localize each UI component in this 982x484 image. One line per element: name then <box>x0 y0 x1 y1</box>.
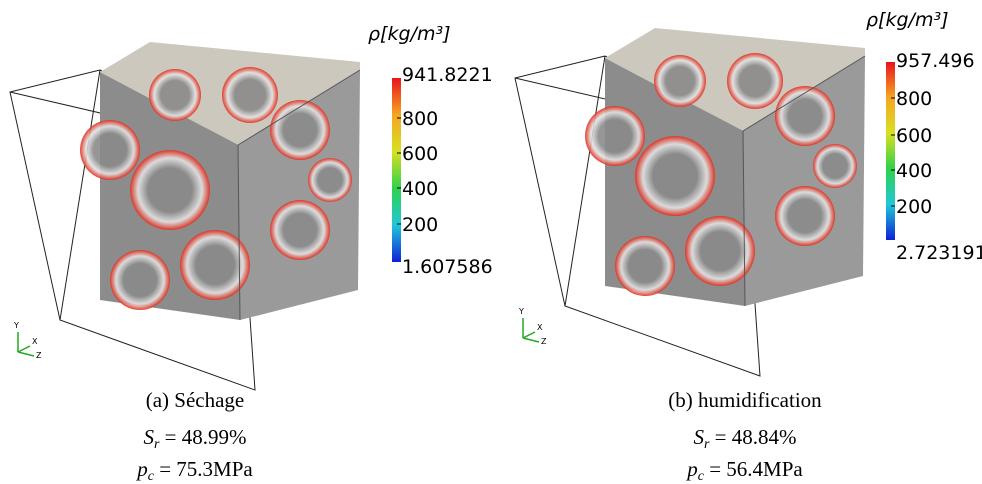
colorbar-label: 941.8221 <box>402 64 493 86</box>
block-edge <box>237 69 361 321</box>
pressure: pc = 56.4MPa <box>685 457 803 484</box>
saturation: Sr = 48.99% <box>143 425 246 452</box>
pore <box>110 250 170 310</box>
pore <box>615 236 675 296</box>
pressure: pc = 75.3MPa <box>135 457 253 484</box>
subscript: c <box>148 469 155 484</box>
axis-label: Z <box>541 337 547 346</box>
colorbar-label: 600 <box>896 125 932 147</box>
pore <box>80 120 140 180</box>
saturation: Sr = 48.84% <box>693 425 796 452</box>
pore <box>775 86 835 146</box>
pore <box>130 150 210 230</box>
panel: Y XZ <box>9 42 361 391</box>
pore <box>654 55 706 107</box>
pore <box>180 230 250 300</box>
pore <box>149 69 201 121</box>
symbol: S <box>143 425 154 449</box>
pore <box>775 186 835 246</box>
colorbar-label: 2.723191 <box>896 242 982 264</box>
symbol: p <box>135 457 148 481</box>
pore <box>308 158 352 202</box>
value: = 48.99% <box>159 425 246 449</box>
subscript: r <box>704 437 710 452</box>
colorbar-label: 800 <box>896 88 932 110</box>
value: = 48.84% <box>709 425 796 449</box>
caption: (b) humidification <box>668 388 822 412</box>
colorbar-label: 957.496 <box>896 50 975 72</box>
colorbar-label: 400 <box>896 160 932 182</box>
pore <box>813 144 857 188</box>
axis-label: X <box>32 337 38 346</box>
pore <box>635 136 715 216</box>
pore <box>270 100 330 160</box>
axis-label: X <box>537 323 543 332</box>
colorbar-label: 400 <box>402 178 438 200</box>
pore <box>685 216 755 286</box>
colorbar: ρ[kg/m³] 941.8221 800 600 400 200 1.607586 <box>368 23 493 278</box>
colorbar-label: 800 <box>402 108 438 130</box>
pore <box>222 67 278 123</box>
colorbar-gradient <box>392 78 401 262</box>
colorbar: ρ[kg/m³] 957.496 800 600 400 200 2.723191 <box>866 9 982 264</box>
symbol: p <box>685 457 698 481</box>
panel: Y XZ <box>514 28 866 377</box>
colorbar-label: 600 <box>402 143 438 165</box>
value: = 56.4MPa <box>704 457 803 481</box>
symbol: S <box>693 425 704 449</box>
pore <box>270 200 330 260</box>
colorbar-label: 1.607586 <box>402 256 493 278</box>
colorbar-title: ρ[kg/m³] <box>866 9 948 31</box>
pore <box>585 106 645 166</box>
axis-label: Y <box>13 321 19 330</box>
caption: (a) Séchage <box>146 388 245 412</box>
subscript: r <box>154 437 160 452</box>
block-edge <box>742 55 866 307</box>
axis-triad <box>17 332 35 357</box>
subscript: c <box>698 469 705 484</box>
colorbar-gradient <box>886 62 895 240</box>
colorbar-label: 200 <box>896 196 932 218</box>
axis-triad <box>522 318 540 343</box>
colorbar-title: ρ[kg/m³] <box>368 23 450 45</box>
pore <box>727 53 783 109</box>
axis-label: Z <box>36 351 42 360</box>
value: = 75.3MPa <box>154 457 253 481</box>
axis-label: Y <box>518 307 524 316</box>
colorbar-label: 200 <box>402 214 438 236</box>
